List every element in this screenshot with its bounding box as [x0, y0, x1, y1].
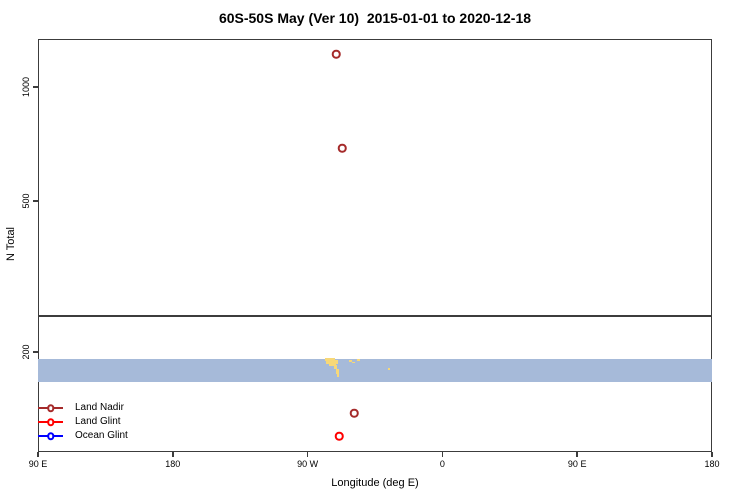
- x-tick-label: 90 W: [297, 459, 319, 469]
- data-point-land-nadir: [331, 49, 341, 59]
- land-mark: [334, 365, 337, 369]
- legend-line-marker: [38, 432, 63, 440]
- x-tick: [37, 452, 39, 457]
- x-tick-label: 0: [439, 459, 445, 469]
- legend-line-marker: [38, 404, 63, 412]
- land-mark: [388, 368, 390, 370]
- chart-title: 60S-50S May (Ver 10) 2015-01-01 to 2020-…: [218, 10, 532, 26]
- y-tick: [33, 351, 38, 353]
- land-mark: [349, 360, 352, 362]
- x-tick-label: 90 E: [567, 459, 587, 469]
- legend-circle-marker: [46, 404, 55, 412]
- x-tick: [711, 452, 713, 457]
- y-tick-label: 500: [21, 193, 31, 209]
- ocean-strip-band: [38, 358, 712, 382]
- x-tick: [172, 452, 174, 457]
- x-tick: [576, 452, 578, 457]
- legend-line-marker: [38, 418, 63, 426]
- plot-area: [38, 39, 712, 452]
- land-mark: [325, 358, 335, 361]
- y-axis-label: N Total: [5, 226, 17, 262]
- land-mark: [329, 363, 336, 366]
- land-mark: [326, 360, 338, 364]
- x-tick: [441, 452, 444, 457]
- data-point-land-glint: [334, 431, 344, 441]
- threshold-line: [38, 315, 712, 317]
- y-tick-label: 1000: [21, 76, 31, 97]
- x-tick-label: 90 E: [28, 459, 48, 469]
- land-mark: [336, 369, 339, 374]
- x-tick-label: 180: [165, 459, 181, 469]
- legend: Land Nadir Land Glint Ocean Glint: [38, 401, 128, 443]
- legend-item-land-glint: Land Glint: [38, 415, 128, 429]
- x-tick: [306, 452, 309, 457]
- y-tick-label: 200: [21, 344, 31, 360]
- legend-circle-marker: [46, 418, 55, 426]
- data-point-land-nadir: [337, 143, 347, 153]
- x-axis-label: Longitude (deg E): [331, 477, 419, 489]
- legend-item-land-nadir: Land Nadir: [38, 401, 128, 415]
- legend-label: Land Nadir: [75, 402, 124, 413]
- x-tick-label: 180: [704, 459, 720, 469]
- legend-circle-marker: [46, 432, 55, 440]
- legend-label: Land Glint: [75, 416, 121, 427]
- y-tick: [33, 86, 38, 88]
- legend-label: Ocean Glint: [75, 430, 128, 441]
- land-mark: [357, 359, 360, 361]
- data-point-land-nadir: [349, 408, 359, 418]
- land-mark: [352, 362, 355, 363]
- y-tick: [33, 200, 38, 202]
- land-mark: [337, 374, 339, 377]
- legend-item-ocean-glint: Ocean Glint: [38, 429, 128, 443]
